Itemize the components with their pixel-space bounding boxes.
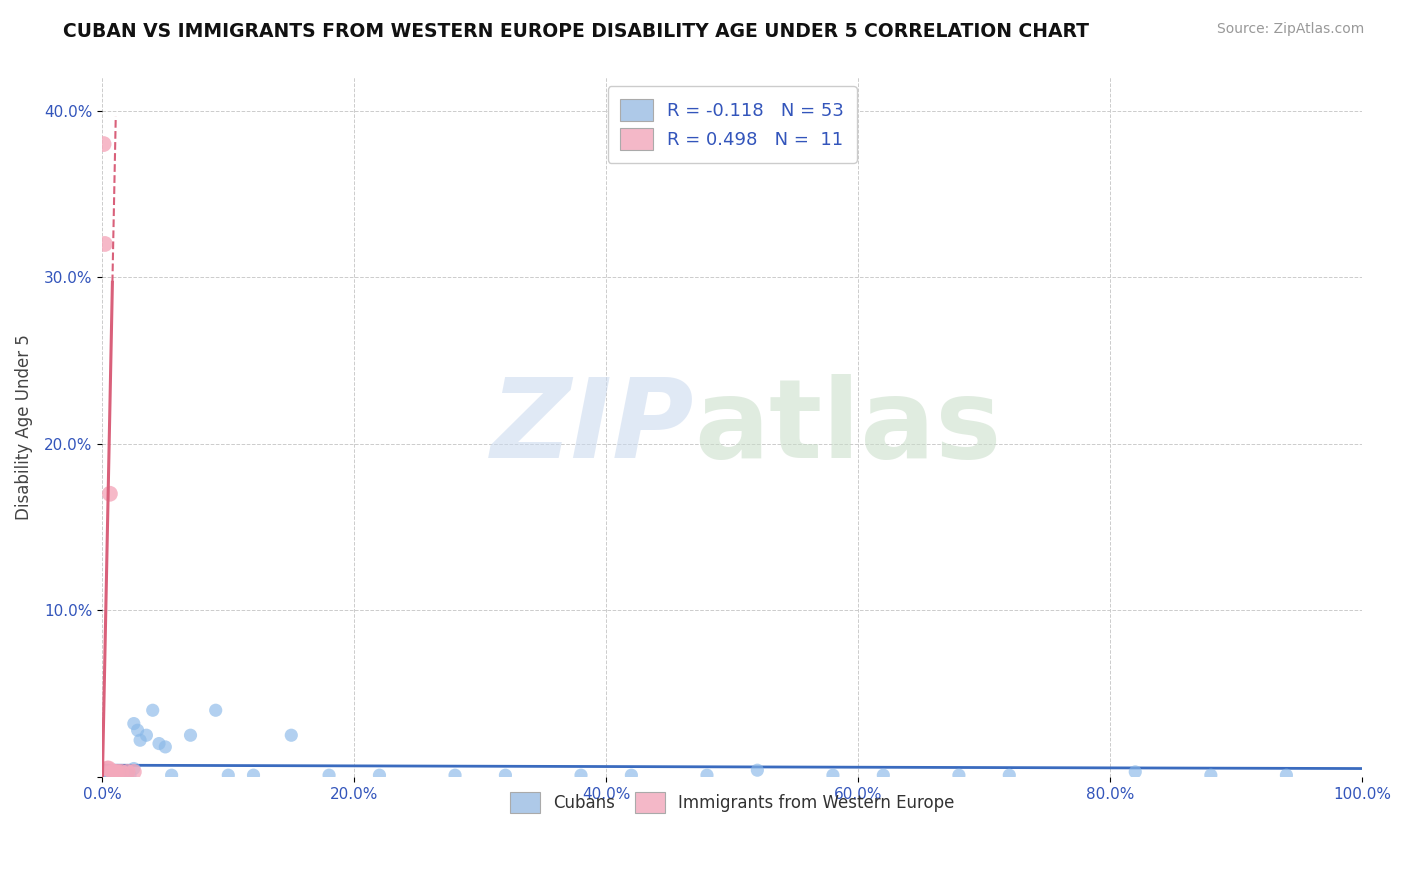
Point xyxy=(127,723,149,738)
Point xyxy=(97,766,120,780)
Point xyxy=(117,768,139,782)
Text: ZIP: ZIP xyxy=(491,374,695,481)
Point xyxy=(118,768,141,782)
Point xyxy=(747,763,769,777)
Text: Source: ZipAtlas.com: Source: ZipAtlas.com xyxy=(1216,22,1364,37)
Point xyxy=(142,703,165,717)
Point xyxy=(104,764,127,779)
Y-axis label: Disability Age Under 5: Disability Age Under 5 xyxy=(15,334,32,520)
Legend: Cubans, Immigrants from Western Europe: Cubans, Immigrants from Western Europe xyxy=(498,780,966,824)
Text: atlas: atlas xyxy=(695,374,1001,481)
Point xyxy=(569,768,592,782)
Point xyxy=(107,768,129,782)
Point xyxy=(94,768,117,782)
Point xyxy=(111,768,134,782)
Point xyxy=(122,764,145,779)
Point xyxy=(135,728,157,742)
Point xyxy=(444,768,467,782)
Point xyxy=(280,728,302,742)
Point xyxy=(94,237,117,252)
Point xyxy=(100,768,122,782)
Point xyxy=(98,768,121,782)
Point xyxy=(107,764,129,779)
Point xyxy=(122,716,145,731)
Point xyxy=(96,762,118,776)
Point xyxy=(1123,764,1146,779)
Point xyxy=(104,766,127,780)
Point xyxy=(94,768,117,782)
Point xyxy=(242,768,264,782)
Point xyxy=(101,768,124,782)
Point xyxy=(204,703,226,717)
Point xyxy=(872,768,894,782)
Point xyxy=(103,768,125,782)
Point xyxy=(1199,768,1222,782)
Point xyxy=(948,768,970,782)
Point xyxy=(107,764,129,779)
Text: CUBAN VS IMMIGRANTS FROM WESTERN EUROPE DISABILITY AGE UNDER 5 CORRELATION CHART: CUBAN VS IMMIGRANTS FROM WESTERN EUROPE … xyxy=(63,22,1090,41)
Point xyxy=(179,728,201,742)
Point xyxy=(105,768,128,782)
Point xyxy=(112,766,135,780)
Point xyxy=(494,768,516,782)
Point xyxy=(97,768,120,782)
Point xyxy=(94,764,117,779)
Point xyxy=(117,764,139,779)
Point xyxy=(110,764,132,779)
Point xyxy=(160,768,183,782)
Point xyxy=(96,768,118,782)
Point xyxy=(998,768,1021,782)
Point xyxy=(155,739,177,754)
Point xyxy=(217,768,239,782)
Point xyxy=(97,762,120,776)
Point xyxy=(318,768,340,782)
Point xyxy=(620,768,643,782)
Point xyxy=(108,768,131,782)
Point xyxy=(98,487,121,501)
Point xyxy=(101,764,124,779)
Point xyxy=(93,766,115,780)
Point xyxy=(821,768,844,782)
Point xyxy=(1275,768,1298,782)
Point xyxy=(122,762,145,776)
Point xyxy=(696,768,718,782)
Point xyxy=(110,768,132,782)
Point xyxy=(101,766,124,780)
Point xyxy=(368,768,391,782)
Point xyxy=(104,768,127,782)
Point xyxy=(93,136,115,151)
Point xyxy=(114,768,136,782)
Point xyxy=(129,733,152,747)
Point xyxy=(148,737,170,751)
